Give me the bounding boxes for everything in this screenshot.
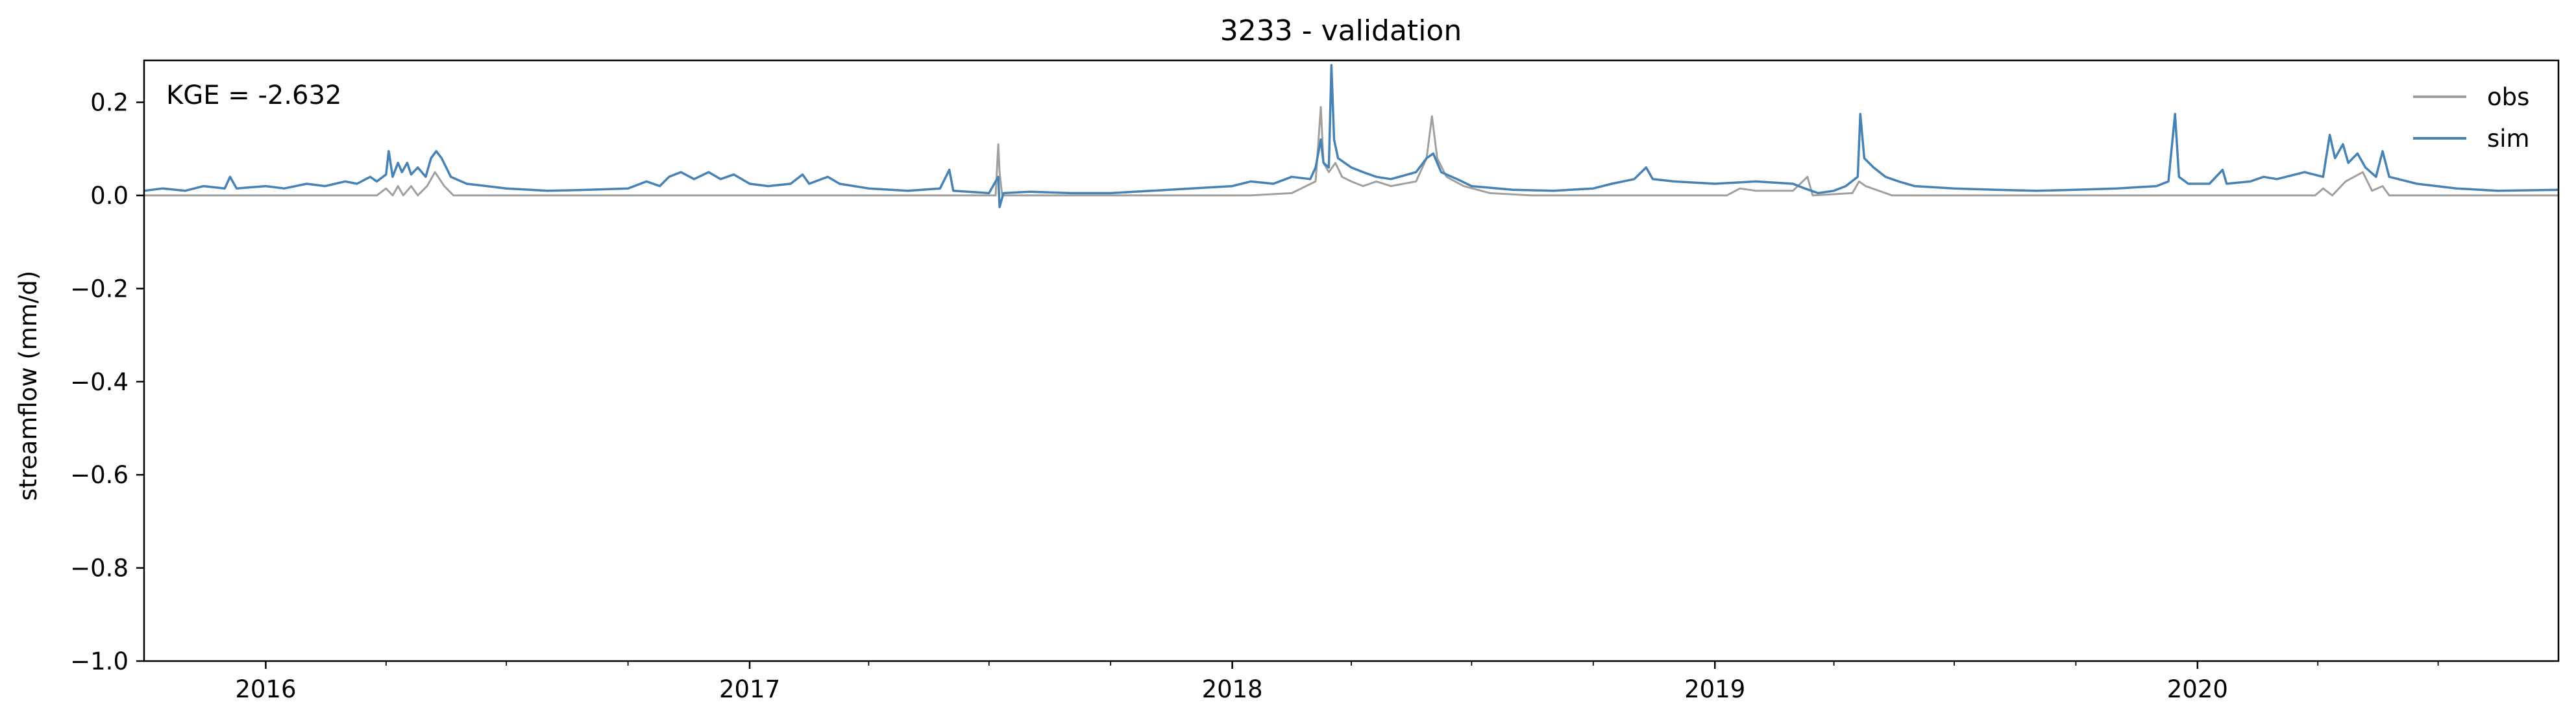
kge-annotation: KGE = -2.632 — [166, 81, 341, 110]
x-tick-label: 2017 — [719, 675, 780, 703]
chart-title: 3233 - validation — [1220, 14, 1462, 47]
x-tick-label: 2020 — [2167, 675, 2228, 703]
y-tick-label: −1.0 — [70, 647, 129, 675]
series-lines — [143, 64, 2559, 208]
y-axis: 0.2 0.0 −0.2 −0.4 −0.6 −0.8 −1.0 — [70, 89, 144, 675]
x-tick-label: 2018 — [1202, 675, 1263, 703]
y-tick-label: −0.4 — [70, 368, 129, 396]
y-tick-label: −0.8 — [70, 555, 129, 582]
y-tick-label: −0.6 — [70, 461, 129, 489]
legend-obs-label: obs — [2487, 83, 2529, 111]
legend: obs sim — [2413, 83, 2530, 153]
y-tick-label: −0.2 — [70, 275, 129, 303]
y-tick-label: 0.2 — [90, 89, 129, 117]
series-line-sim — [143, 64, 2559, 208]
series-line-obs — [144, 106, 2558, 197]
legend-sim-label: sim — [2487, 125, 2530, 153]
x-tick-label: 2016 — [235, 675, 296, 703]
plot-frame — [143, 59, 2560, 662]
y-axis-label: streamflow (mm/d) — [14, 271, 42, 501]
y-tick-label: 0.0 — [90, 182, 129, 210]
x-axis: 2016 2017 2018 2019 2020 — [235, 661, 2439, 703]
x-tick-label: 2019 — [1684, 675, 1745, 703]
